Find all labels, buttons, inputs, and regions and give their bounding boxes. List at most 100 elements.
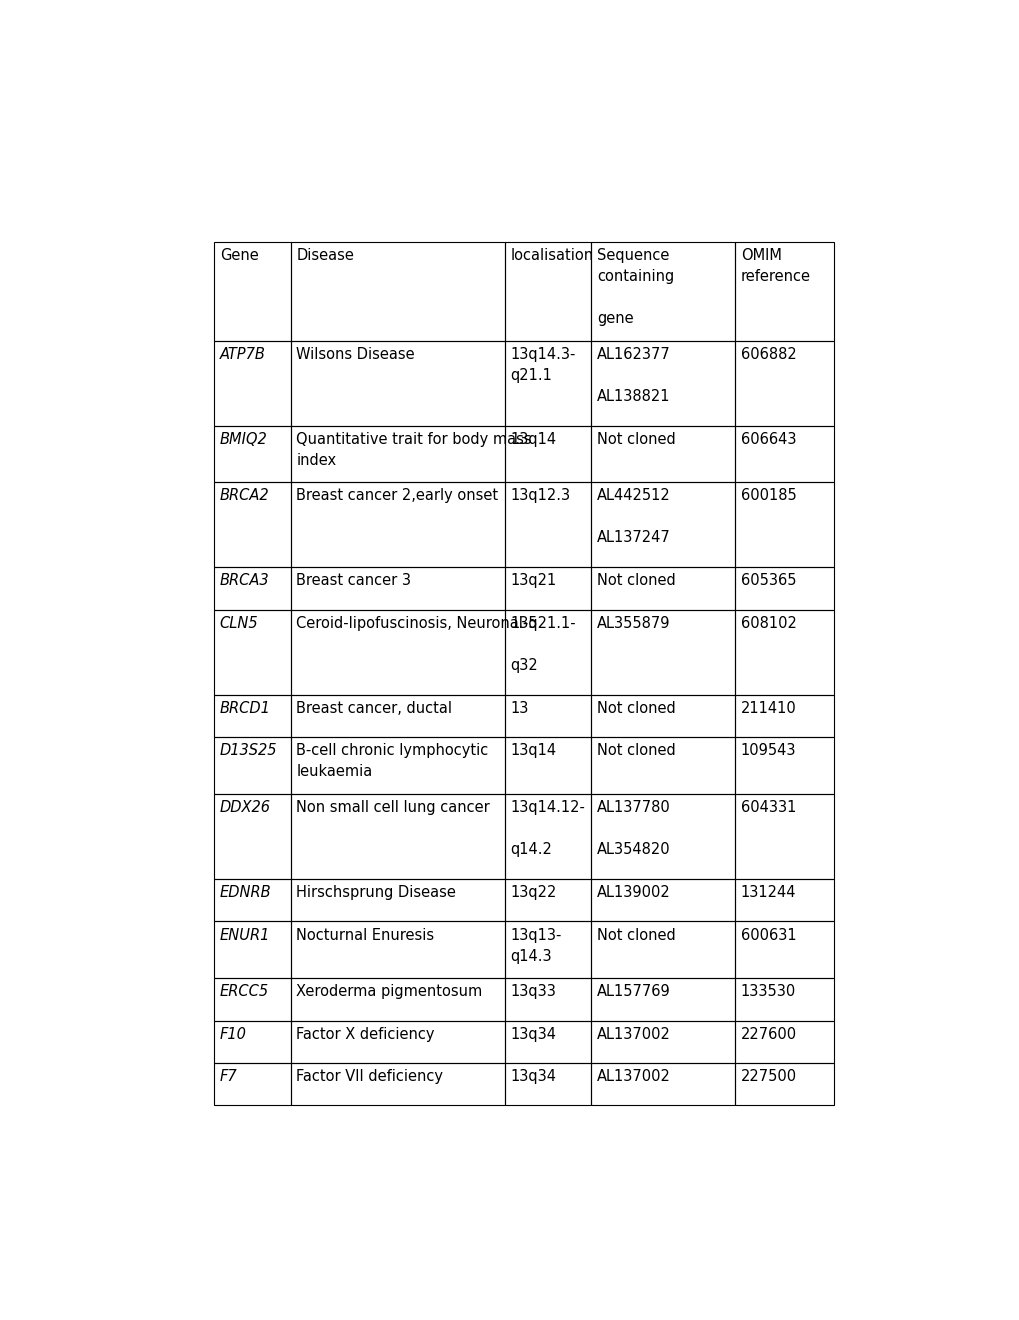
Bar <box>735 738 834 793</box>
Bar <box>504 978 591 1020</box>
Bar <box>290 879 504 921</box>
Bar <box>735 341 834 425</box>
Text: 13q12.3: 13q12.3 <box>511 488 570 503</box>
Text: AL162377

AL138821: AL162377 AL138821 <box>596 347 669 404</box>
Bar <box>591 1063 735 1105</box>
Text: 13: 13 <box>511 701 529 715</box>
Bar <box>290 242 504 341</box>
Text: BRCD1: BRCD1 <box>219 701 270 715</box>
Text: ATP7B: ATP7B <box>219 347 265 362</box>
Bar <box>214 1063 290 1105</box>
Bar <box>735 921 834 978</box>
Bar <box>591 341 735 425</box>
Bar <box>504 1020 591 1063</box>
Bar <box>290 978 504 1020</box>
Bar <box>591 694 735 738</box>
Bar <box>591 921 735 978</box>
Text: 606882: 606882 <box>740 347 796 362</box>
Bar <box>504 921 591 978</box>
Text: Breast cancer 2,early onset: Breast cancer 2,early onset <box>297 488 498 503</box>
Bar <box>214 921 290 978</box>
Bar <box>290 793 504 879</box>
Bar <box>290 694 504 738</box>
Text: Hirschsprung Disease: Hirschsprung Disease <box>297 884 455 900</box>
Text: Not cloned: Not cloned <box>596 701 675 715</box>
Bar <box>591 978 735 1020</box>
Bar <box>214 879 290 921</box>
Bar <box>290 921 504 978</box>
Text: 13q13-
q14.3: 13q13- q14.3 <box>511 928 561 964</box>
Text: 608102: 608102 <box>740 616 796 631</box>
Text: 600631: 600631 <box>740 928 796 942</box>
Bar <box>504 879 591 921</box>
Text: AL137780

AL354820: AL137780 AL354820 <box>596 800 669 857</box>
Text: Not cloned: Not cloned <box>596 432 675 447</box>
Text: Nocturnal Enuresis: Nocturnal Enuresis <box>297 928 434 942</box>
Bar <box>290 738 504 793</box>
Bar <box>214 482 290 568</box>
Bar <box>504 793 591 879</box>
Text: 13q33: 13q33 <box>511 985 556 999</box>
Bar <box>290 1063 504 1105</box>
Text: B-cell chronic lymphocytic
leukaemia: B-cell chronic lymphocytic leukaemia <box>297 743 488 779</box>
Text: AL139002: AL139002 <box>596 884 669 900</box>
Bar <box>214 793 290 879</box>
Text: 227500: 227500 <box>740 1069 796 1084</box>
Bar <box>504 341 591 425</box>
Text: ERCC5: ERCC5 <box>219 985 269 999</box>
Text: Ceroid-lipofuscinosis, Neuronal-5: Ceroid-lipofuscinosis, Neuronal-5 <box>297 616 537 631</box>
Bar <box>290 568 504 610</box>
Text: EDNRB: EDNRB <box>219 884 271 900</box>
Bar <box>290 425 504 482</box>
Text: 13q22: 13q22 <box>511 884 556 900</box>
Text: DDX26: DDX26 <box>219 800 270 814</box>
Text: AL355879: AL355879 <box>596 616 669 631</box>
Bar <box>735 568 834 610</box>
Bar <box>504 1063 591 1105</box>
Bar <box>214 568 290 610</box>
Text: Wilsons Disease: Wilsons Disease <box>297 347 415 362</box>
Text: 13q14.3-
q21.1: 13q14.3- q21.1 <box>511 347 576 383</box>
Text: Factor VII deficiency: Factor VII deficiency <box>297 1069 443 1084</box>
Text: 133530: 133530 <box>740 985 795 999</box>
Text: BMIQ2: BMIQ2 <box>219 432 267 447</box>
Text: Quantitative trait for body mass
index: Quantitative trait for body mass index <box>297 432 532 467</box>
Bar <box>214 425 290 482</box>
Text: 605365: 605365 <box>740 573 796 589</box>
Bar <box>591 793 735 879</box>
Text: OMIM
reference: OMIM reference <box>740 248 810 284</box>
Bar <box>591 879 735 921</box>
Bar <box>290 482 504 568</box>
Text: Not cloned: Not cloned <box>596 743 675 759</box>
Bar <box>504 482 591 568</box>
Bar <box>591 610 735 694</box>
Text: Breast cancer, ductal: Breast cancer, ductal <box>297 701 452 715</box>
Text: 13q21.1-

q32: 13q21.1- q32 <box>511 616 576 673</box>
Bar <box>214 610 290 694</box>
Bar <box>504 694 591 738</box>
Bar <box>504 425 591 482</box>
Bar <box>214 341 290 425</box>
Text: localisation: localisation <box>511 248 593 263</box>
Bar <box>214 242 290 341</box>
Text: D13S25: D13S25 <box>219 743 277 759</box>
Text: AL442512

AL137247: AL442512 AL137247 <box>596 488 669 545</box>
Text: 131244: 131244 <box>740 884 796 900</box>
Bar <box>504 568 591 610</box>
Bar <box>591 738 735 793</box>
Text: Not cloned: Not cloned <box>596 573 675 589</box>
Text: BRCA3: BRCA3 <box>219 573 269 589</box>
Bar <box>735 482 834 568</box>
Text: Factor X deficiency: Factor X deficiency <box>297 1027 434 1041</box>
Bar <box>591 482 735 568</box>
Text: Xeroderma pigmentosum: Xeroderma pigmentosum <box>297 985 482 999</box>
Text: AL157769: AL157769 <box>596 985 669 999</box>
Text: AL137002: AL137002 <box>596 1069 671 1084</box>
Text: 13q14.12-

q14.2: 13q14.12- q14.2 <box>511 800 585 857</box>
Bar <box>290 1020 504 1063</box>
Bar <box>290 341 504 425</box>
Text: 13q14: 13q14 <box>511 432 556 447</box>
Bar <box>735 1020 834 1063</box>
Bar <box>735 978 834 1020</box>
Text: Non small cell lung cancer: Non small cell lung cancer <box>297 800 490 814</box>
